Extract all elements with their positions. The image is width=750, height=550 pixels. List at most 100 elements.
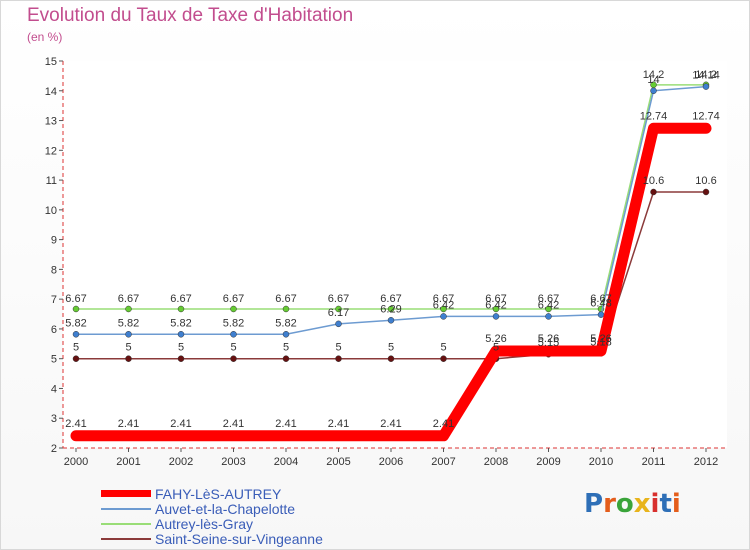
- data-label: 2.41: [433, 418, 454, 430]
- data-label: 2.41: [65, 418, 86, 430]
- data-point: [72, 331, 80, 338]
- x-tick-label: 2001: [116, 456, 140, 468]
- x-tick-label: 2002: [169, 456, 193, 468]
- data-label: 5: [388, 342, 394, 354]
- data-label: 2.41: [275, 418, 296, 430]
- data-point: [702, 83, 710, 90]
- data-label: 5: [335, 342, 341, 354]
- data-label: 12.74: [640, 110, 668, 122]
- data-point: [177, 355, 185, 362]
- legend-item: Autrey-lès-Gray: [101, 515, 323, 532]
- data-point: [440, 313, 447, 320]
- data-label: 14.2: [695, 69, 716, 81]
- data-label: 5: [493, 342, 499, 354]
- logo-letter: P: [584, 489, 604, 519]
- data-point: [702, 188, 710, 196]
- data-label: 12.74: [692, 110, 720, 122]
- data-label: 5.26: [485, 333, 506, 345]
- x-tick-label: 2004: [274, 456, 298, 468]
- data-point: [650, 188, 657, 196]
- data-point: [650, 87, 657, 95]
- logo-letter: i: [671, 489, 681, 519]
- x-tick-label: 2006: [379, 456, 403, 468]
- y-tick-label: 10: [45, 205, 57, 217]
- data-point: [125, 355, 132, 362]
- y-tick-label: 13: [45, 116, 57, 128]
- legend-swatch-auvet: [101, 507, 151, 510]
- chart-title: Evolution du Taux de Taxe d'Habitation: [27, 5, 354, 26]
- legend-swatch-autrey: [101, 522, 151, 525]
- y-tick-label: 8: [51, 264, 57, 276]
- y-tick-label: 7: [51, 294, 57, 306]
- data-label: 5.82: [223, 317, 244, 329]
- data-label: 5.82: [65, 317, 86, 329]
- data-label: 5.82: [170, 317, 191, 329]
- series-line-0: [70, 122, 712, 442]
- proxiti-logo: Proxiti: [584, 489, 681, 519]
- data-label: 6.67: [275, 293, 296, 305]
- x-tick-label: 2012: [694, 456, 718, 468]
- x-tick-label: 2009: [536, 456, 560, 468]
- data-label: 5: [125, 342, 131, 354]
- logo-letter: t: [659, 489, 672, 519]
- data-label: 6.29: [380, 303, 401, 315]
- x-tick-label: 2011: [642, 456, 666, 468]
- data-label: 5.26: [590, 333, 611, 345]
- data-point: [492, 305, 500, 313]
- data-point: [282, 331, 290, 338]
- y-tick-label: 2: [51, 443, 57, 455]
- data-point: [440, 305, 447, 313]
- data-point: [492, 313, 500, 320]
- y-tick-label: 12: [45, 145, 57, 157]
- y-tick-label: 4: [51, 383, 57, 395]
- data-point: [72, 355, 80, 362]
- legend-swatch-saint-seine: [101, 537, 151, 540]
- data-label: 6.67: [590, 293, 611, 305]
- data-point: [177, 331, 185, 338]
- x-tick-label: 2000: [64, 456, 88, 468]
- x-tick-label: 2010: [589, 456, 613, 468]
- data-label: 14: [647, 74, 659, 86]
- data-label: 6.17: [328, 307, 349, 319]
- y-tick-label: 15: [45, 56, 57, 68]
- data-point: [335, 305, 342, 313]
- logo-letter: i: [650, 489, 660, 519]
- legend-swatch-fahy: [101, 490, 151, 497]
- data-point: [230, 331, 237, 338]
- data-label: 6.67: [380, 293, 401, 305]
- data-label: 5.82: [118, 317, 139, 329]
- data-label: 5: [178, 342, 184, 354]
- data-point: [597, 311, 605, 318]
- logo-letter: r: [603, 489, 616, 519]
- data-point: [125, 331, 132, 338]
- data-label: 5: [73, 342, 79, 354]
- data-label: 5.26: [538, 333, 559, 345]
- legend-label-autrey: Autrey-lès-Gray: [155, 515, 254, 532]
- chart-legend: FAHY-LèS-AUTREY Auvet-et-la-Chapelotte A…: [101, 486, 323, 547]
- data-label: 6.67: [328, 293, 349, 305]
- data-label: 6.42: [433, 299, 454, 311]
- data-label: 6.48: [590, 298, 611, 310]
- x-tick-label: 2007: [431, 456, 455, 468]
- data-point: [230, 355, 237, 362]
- legend-item: FAHY-LèS-AUTREY: [101, 486, 323, 502]
- data-label: 2.41: [170, 418, 191, 430]
- data-point: [177, 305, 185, 313]
- data-label: 6.42: [485, 299, 506, 311]
- data-point: [335, 355, 342, 362]
- x-tick-label: 2008: [484, 456, 508, 468]
- data-point: [72, 305, 80, 313]
- data-label: 6.67: [485, 293, 506, 305]
- data-label: 5.82: [275, 317, 296, 329]
- data-label: 6.67: [118, 293, 139, 305]
- data-point: [335, 320, 342, 328]
- data-label: 10.6: [643, 175, 664, 187]
- logo-letter: x: [633, 489, 651, 519]
- data-label: 6.67: [223, 293, 244, 305]
- y-tick-label: 3: [51, 413, 57, 425]
- data-label: 14.14: [692, 70, 720, 82]
- data-point: [440, 355, 447, 362]
- data-label: 6.67: [538, 293, 559, 305]
